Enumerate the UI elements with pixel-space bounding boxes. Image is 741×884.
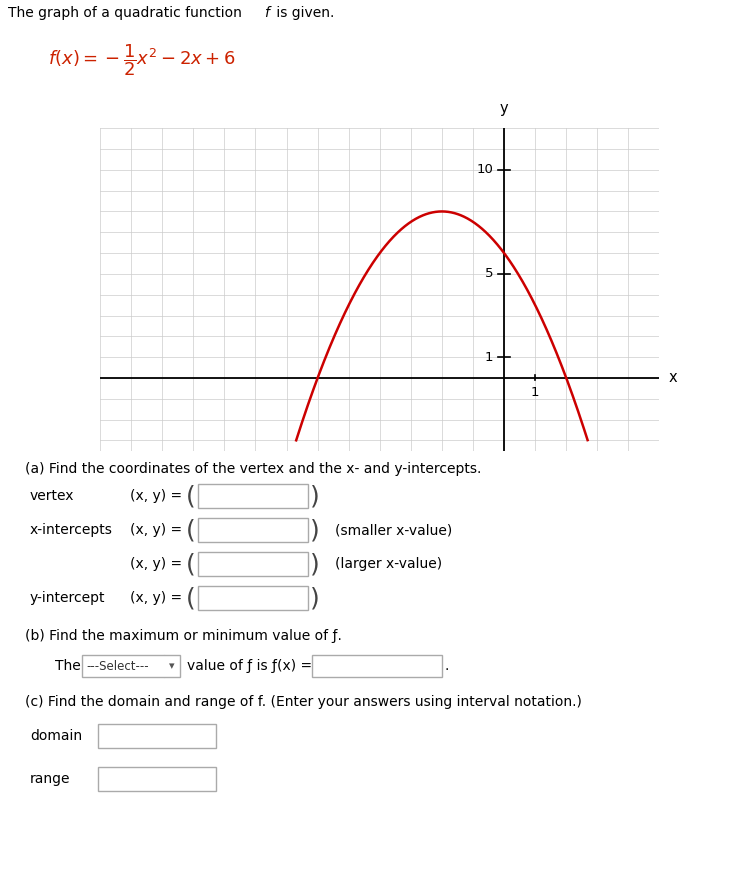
Text: (: ( (186, 552, 196, 576)
Text: ): ) (310, 586, 320, 610)
Text: (x, y) =: (x, y) = (130, 489, 182, 503)
Text: (larger x-value): (larger x-value) (335, 557, 442, 571)
Text: $\mathit{f}(x) = -\dfrac{1}{2}x^2 - 2x + 6$: $\mathit{f}(x) = -\dfrac{1}{2}x^2 - 2x +… (48, 42, 236, 78)
Text: range: range (30, 772, 70, 786)
Text: domain: domain (30, 729, 82, 743)
Text: ---Select---: ---Select--- (86, 659, 149, 673)
Text: 1: 1 (531, 386, 539, 400)
Text: ): ) (310, 552, 320, 576)
Text: vertex: vertex (30, 489, 75, 503)
Text: ▾: ▾ (169, 661, 175, 671)
Text: y: y (499, 101, 508, 116)
Text: The graph of a quadratic function: The graph of a quadratic function (8, 6, 246, 20)
FancyBboxPatch shape (98, 767, 216, 791)
Text: (x, y) =: (x, y) = (130, 557, 182, 571)
FancyBboxPatch shape (198, 518, 308, 542)
Text: (a) Find the coordinates of the vertex and the x- and y-intercepts.: (a) Find the coordinates of the vertex a… (25, 462, 482, 476)
FancyBboxPatch shape (198, 552, 308, 576)
Text: (c) Find the domain and range of f. (Enter your answers using interval notation.: (c) Find the domain and range of f. (Ent… (25, 695, 582, 709)
FancyBboxPatch shape (82, 655, 180, 677)
Text: (: ( (186, 484, 196, 508)
Text: x-intercepts: x-intercepts (30, 523, 113, 537)
Text: y-intercept: y-intercept (30, 591, 105, 605)
Text: (smaller x-value): (smaller x-value) (335, 523, 452, 537)
Text: 1: 1 (485, 351, 494, 363)
Text: is given.: is given. (272, 6, 334, 20)
Text: (x, y) =: (x, y) = (130, 591, 182, 605)
FancyBboxPatch shape (98, 724, 216, 748)
Text: value of ƒ is ƒ(x) =: value of ƒ is ƒ(x) = (187, 659, 312, 673)
Text: (x, y) =: (x, y) = (130, 523, 182, 537)
FancyBboxPatch shape (312, 655, 442, 677)
FancyBboxPatch shape (198, 484, 308, 508)
Text: f: f (264, 6, 269, 20)
Text: (b) Find the maximum or minimum value of ƒ.: (b) Find the maximum or minimum value of… (25, 629, 342, 643)
Text: 5: 5 (485, 267, 494, 280)
Text: x: x (669, 370, 677, 385)
Text: ): ) (310, 518, 320, 542)
Text: (: ( (186, 586, 196, 610)
Text: ): ) (310, 484, 320, 508)
FancyBboxPatch shape (198, 586, 308, 610)
Text: The: The (55, 659, 81, 673)
Text: 10: 10 (476, 164, 494, 176)
Text: (: ( (186, 518, 196, 542)
Text: .: . (444, 659, 448, 673)
